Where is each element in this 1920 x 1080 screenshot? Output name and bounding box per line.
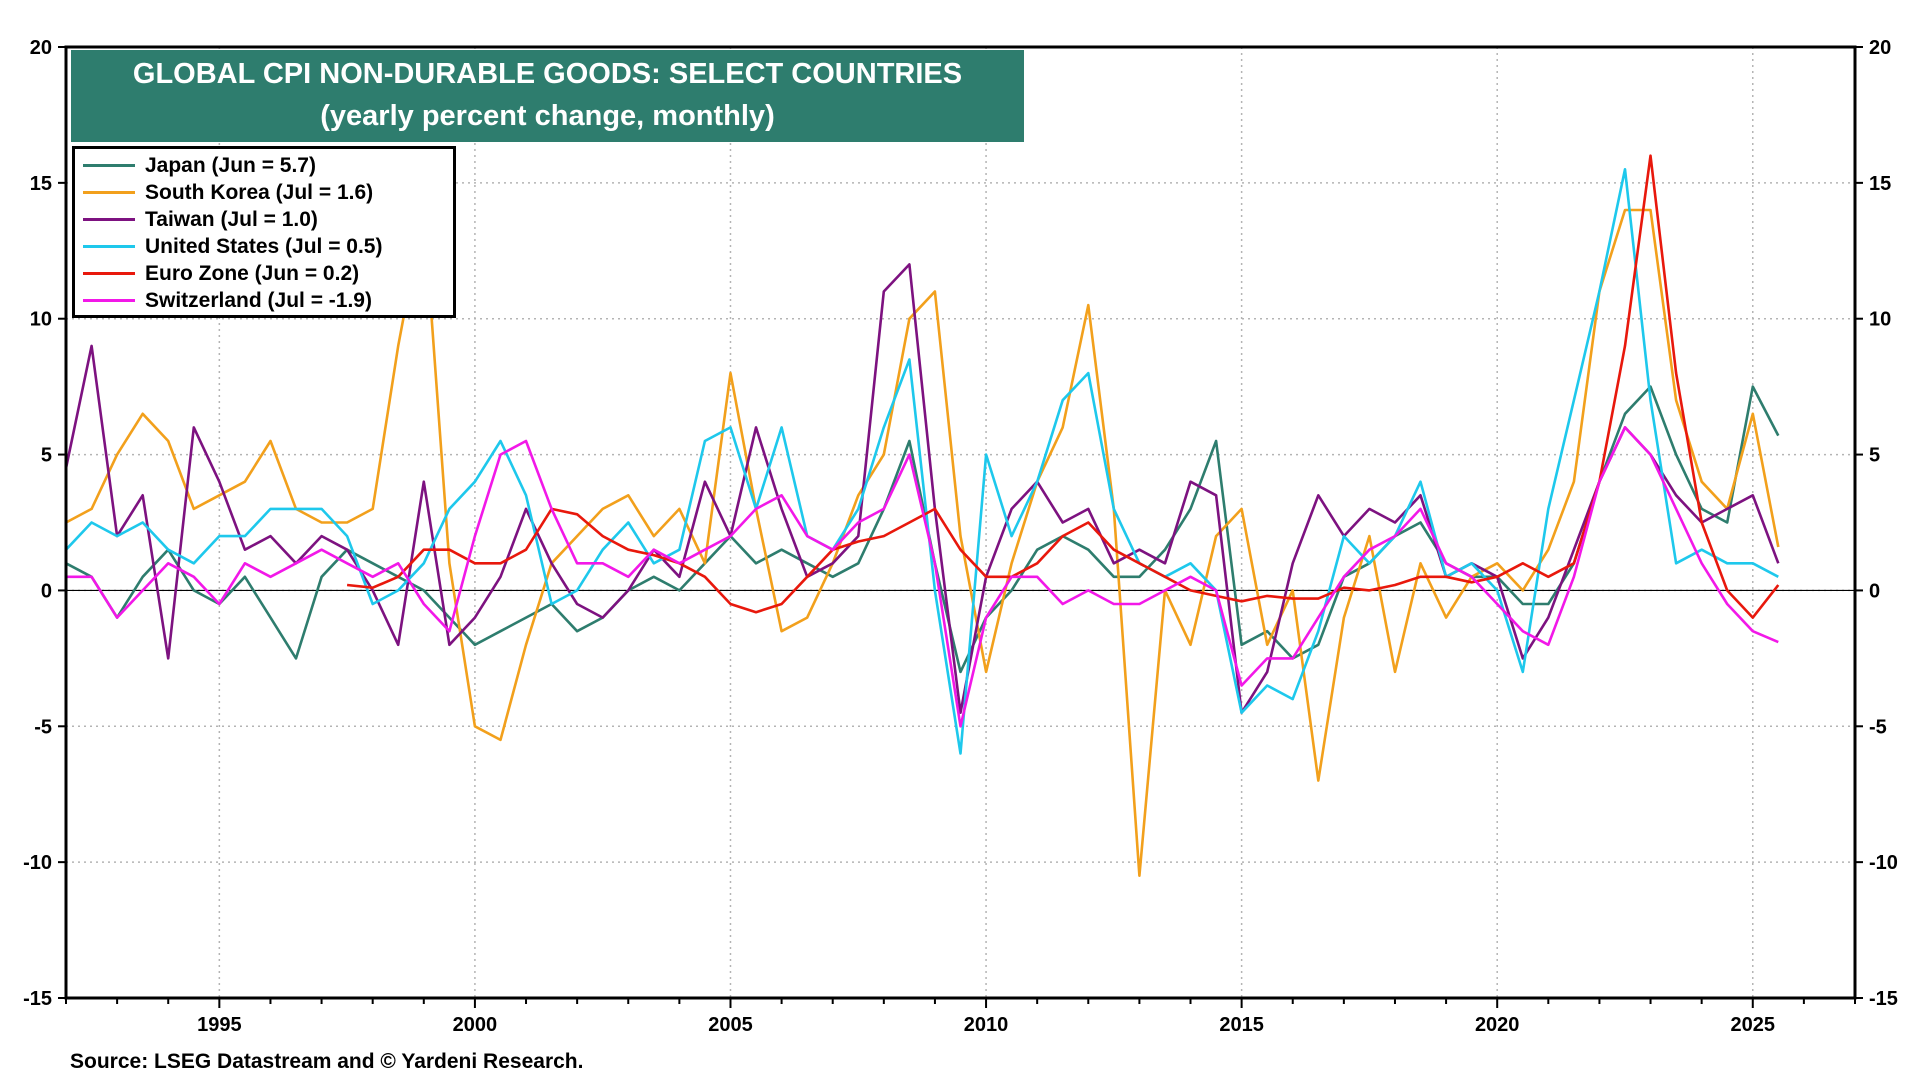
plot-frame <box>64 45 1857 1000</box>
y-tick-label-left: 10 <box>30 309 52 331</box>
legend-item-taiwan: Taiwan (Jul = 1.0) <box>83 206 318 233</box>
y-tick-label-right: 20 <box>1869 37 1891 59</box>
legend-swatch-switzerland <box>83 299 135 302</box>
legend-label-euro-zone: Euro Zone (Jun = 0.2) <box>145 261 360 285</box>
y-tick-label-left: -10 <box>23 852 52 874</box>
legend: Japan (Jun = 5.7) South Korea (Jul = 1.6… <box>72 146 456 318</box>
y-tick-label-left: 5 <box>41 445 52 467</box>
chart-title: GLOBAL CPI NON-DURABLE GOODS: SELECT COU… <box>132 58 963 90</box>
legend-swatch-united-states <box>83 245 135 248</box>
x-tick-label: 2015 <box>1219 1014 1264 1036</box>
legend-label-united-states: United States (Jul = 0.5) <box>145 234 383 258</box>
y-tick-label-left: 0 <box>41 580 52 602</box>
y-tick-label-right: 5 <box>1869 445 1880 467</box>
legend-item-euro-zone: Euro Zone (Jun = 0.2) <box>83 260 359 287</box>
chart-subtitle: (yearly percent change, monthly) <box>320 100 775 132</box>
series-line-south-korea <box>65 208 1780 877</box>
y-tick-label-right: 15 <box>1869 173 1891 195</box>
y-tick-label-left: -15 <box>23 988 52 1010</box>
chart-title-box: GLOBAL CPI NON-DURABLE GOODS: SELECT COU… <box>71 50 1024 142</box>
legend-swatch-japan <box>83 164 135 167</box>
x-tick-label: 2020 <box>1475 1014 1520 1036</box>
y-tick-label-right: 0 <box>1869 580 1880 602</box>
x-tick-label: 2005 <box>708 1014 753 1036</box>
grid-lines <box>66 47 1855 998</box>
source-note: Source: LSEG Datastream and © Yardeni Re… <box>70 1050 584 1073</box>
x-tick-label: 2000 <box>453 1014 498 1036</box>
y-tick-label-left: 20 <box>30 37 52 59</box>
legend-label-japan: Japan (Jun = 5.7) <box>145 153 316 177</box>
legend-swatch-south-korea <box>83 191 135 194</box>
series-lines <box>64 154 1780 877</box>
y-tick-label-right: 10 <box>1869 309 1891 331</box>
series-line-euro-zone <box>346 154 1780 619</box>
legend-swatch-euro-zone <box>83 272 135 275</box>
y-tick-label-right: -5 <box>1869 716 1887 738</box>
legend-item-japan: Japan (Jun = 5.7) <box>83 152 316 179</box>
y-tick-label-left: 15 <box>30 173 52 195</box>
y-tick-label-right: -15 <box>1869 988 1898 1010</box>
y-tick-label-left: -5 <box>34 716 52 738</box>
x-tick-label: 2025 <box>1731 1014 1776 1036</box>
x-tick-label: 2010 <box>964 1014 1009 1036</box>
series-line-switzerland <box>66 426 1779 728</box>
legend-label-switzerland: Switzerland (Jul = -1.9) <box>145 288 372 312</box>
legend-label-south-korea: South Korea (Jul = 1.6) <box>145 180 374 204</box>
legend-swatch-taiwan <box>83 218 135 221</box>
series-line-united-states <box>65 168 1779 755</box>
legend-item-united-states: United States (Jul = 0.5) <box>83 233 382 260</box>
x-tick-label: 1995 <box>197 1014 242 1036</box>
y-tick-label-right: -10 <box>1869 852 1898 874</box>
legend-label-taiwan: Taiwan (Jul = 1.0) <box>145 207 318 231</box>
legend-item-switzerland: Switzerland (Jul = -1.9) <box>83 287 372 314</box>
series-line-taiwan <box>64 263 1780 714</box>
legend-item-south-korea: South Korea (Jul = 1.6) <box>83 179 373 206</box>
